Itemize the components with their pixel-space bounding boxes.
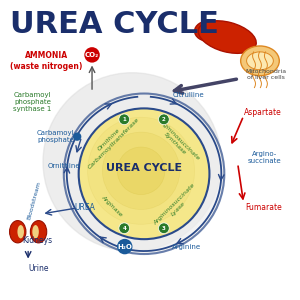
Text: UREA CYCLE: UREA CYCLE bbox=[106, 163, 182, 173]
Ellipse shape bbox=[198, 21, 256, 53]
Text: Carbamoyl
phosphate
synthase 1: Carbamoyl phosphate synthase 1 bbox=[13, 92, 52, 112]
Circle shape bbox=[73, 133, 81, 141]
Circle shape bbox=[79, 108, 209, 239]
Ellipse shape bbox=[32, 225, 39, 238]
Ellipse shape bbox=[10, 220, 26, 243]
Text: Aspartate: Aspartate bbox=[244, 108, 281, 117]
Circle shape bbox=[119, 114, 130, 125]
Text: Fumarate: Fumarate bbox=[245, 203, 282, 212]
Text: H₂O: H₂O bbox=[117, 244, 132, 250]
Text: CO₂: CO₂ bbox=[85, 52, 99, 58]
Circle shape bbox=[84, 47, 100, 63]
Text: UREA CYCLE: UREA CYCLE bbox=[10, 10, 219, 39]
Ellipse shape bbox=[30, 220, 47, 243]
Text: 3: 3 bbox=[162, 226, 166, 231]
Text: Urine: Urine bbox=[28, 264, 49, 273]
Circle shape bbox=[117, 147, 165, 195]
Text: Ornithine
Carbamoyltransferase: Ornithine Carbamoyltransferase bbox=[83, 112, 140, 170]
Circle shape bbox=[102, 132, 180, 209]
Text: Arginase: Arginase bbox=[100, 195, 123, 218]
Circle shape bbox=[88, 117, 195, 224]
Text: Argininosuccinate
Synthase: Argininosuccinate Synthase bbox=[153, 118, 200, 165]
Text: 2: 2 bbox=[162, 117, 166, 122]
Ellipse shape bbox=[195, 21, 224, 41]
Text: Citrulline: Citrulline bbox=[172, 92, 204, 98]
Ellipse shape bbox=[241, 46, 279, 76]
Circle shape bbox=[158, 114, 169, 125]
Text: 1: 1 bbox=[122, 117, 126, 122]
Circle shape bbox=[117, 239, 133, 254]
Text: Kidneys: Kidneys bbox=[22, 236, 52, 245]
Circle shape bbox=[64, 94, 224, 254]
Circle shape bbox=[158, 223, 169, 234]
Circle shape bbox=[43, 73, 221, 251]
Text: Carbamoyl
phosphate: Carbamoyl phosphate bbox=[37, 130, 75, 143]
Ellipse shape bbox=[247, 52, 273, 70]
Text: Argino-
succinate: Argino- succinate bbox=[248, 151, 282, 164]
Ellipse shape bbox=[17, 225, 24, 238]
Circle shape bbox=[119, 223, 130, 234]
Text: Ornithine: Ornithine bbox=[47, 163, 80, 169]
Text: UREA: UREA bbox=[74, 203, 95, 212]
Text: AMMONIA
(waste nitrogen): AMMONIA (waste nitrogen) bbox=[10, 51, 83, 70]
Text: Argininosuccinate
Lyase: Argininosuccinate Lyase bbox=[153, 183, 200, 230]
Text: Bloodstream: Bloodstream bbox=[27, 181, 42, 220]
Text: Arginine: Arginine bbox=[172, 244, 201, 250]
Text: Mitochondria
of liver cells: Mitochondria of liver cells bbox=[245, 69, 286, 80]
Text: 4: 4 bbox=[122, 226, 126, 231]
